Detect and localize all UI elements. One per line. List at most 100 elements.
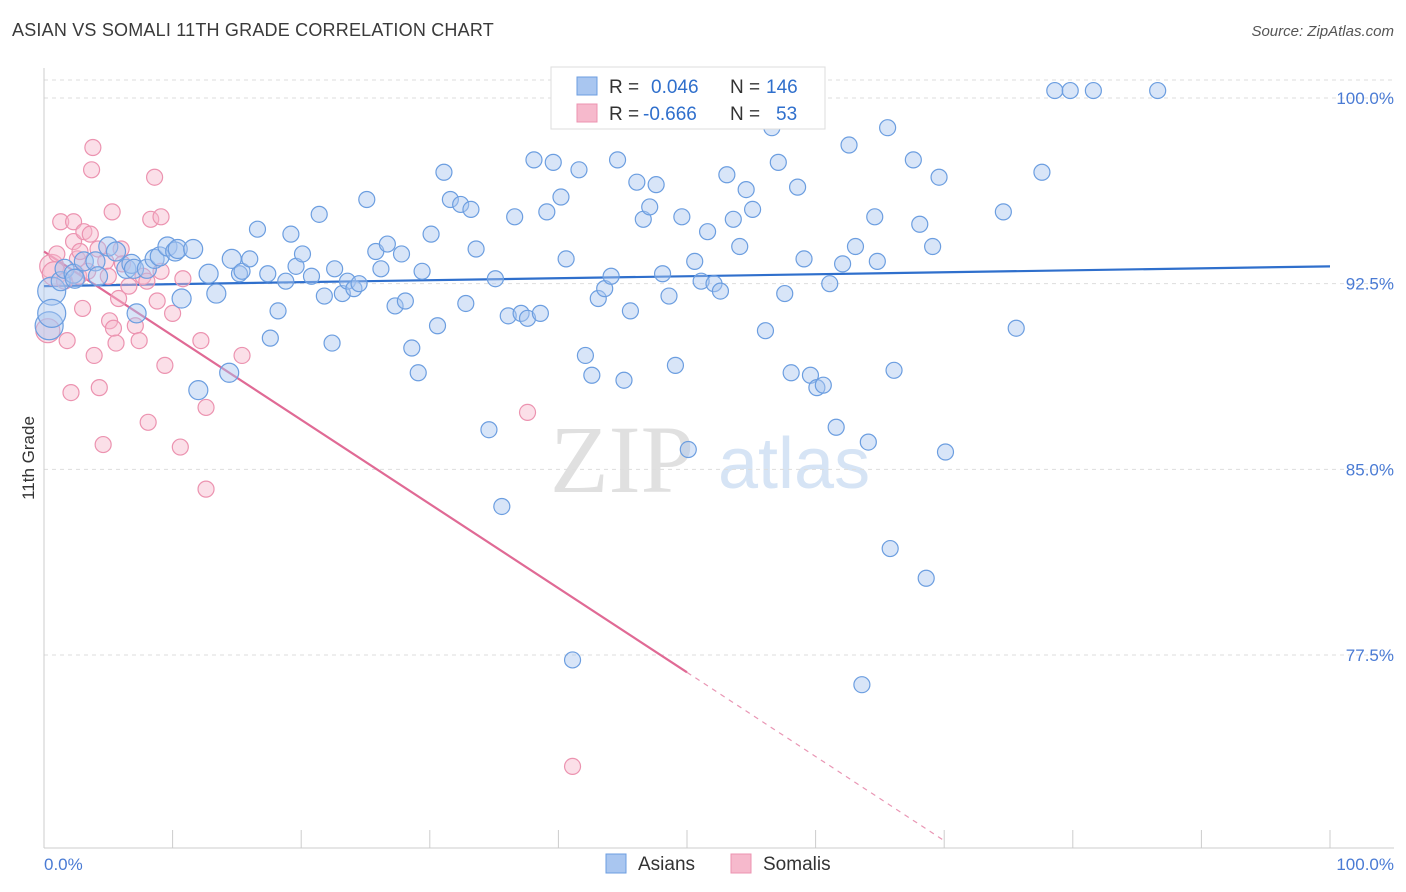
- asian-point: [467, 240, 485, 258]
- asian-point: [144, 248, 165, 270]
- somali-point: [518, 403, 537, 421]
- somali-point: [97, 252, 115, 270]
- asian-points: [34, 81, 1167, 694]
- asian-point: [358, 190, 376, 209]
- asian-point: [552, 188, 570, 206]
- asian-r-label: R =: [609, 77, 639, 98]
- asian-point: [1033, 163, 1051, 181]
- asian-point: [248, 220, 267, 238]
- y-tick-label: 92.5%: [1346, 275, 1394, 294]
- trend-lines: [43, 250, 1331, 842]
- asian-point: [392, 245, 411, 263]
- somali-point: [90, 379, 108, 397]
- asian-point: [904, 151, 922, 169]
- asian-point: [219, 362, 240, 383]
- asian-point: [846, 237, 865, 256]
- asian-point: [403, 339, 421, 357]
- stats-legend: R = 0.046 N = 146 R = -0.666 N = 53: [550, 66, 826, 130]
- y-tick-label: 85.0%: [1346, 460, 1394, 479]
- asian-point: [731, 237, 749, 256]
- somali-point: [152, 208, 170, 226]
- asian-point: [188, 380, 209, 401]
- asian-point: [230, 265, 249, 283]
- asian-point: [641, 198, 659, 216]
- asian-point: [531, 304, 549, 322]
- asian-point: [378, 235, 396, 253]
- asian-point: [557, 250, 575, 268]
- chart-title: ASIAN VS SOMALI 11TH GRADE CORRELATION C…: [12, 20, 494, 40]
- asian-point: [422, 225, 440, 243]
- asian-point: [756, 322, 775, 340]
- asian-point: [428, 317, 447, 335]
- asian-point: [241, 250, 259, 268]
- asian-point: [480, 421, 498, 439]
- asian-n-label: N =: [730, 77, 760, 98]
- asian-point: [1046, 81, 1064, 100]
- somali-point: [104, 319, 123, 337]
- somali-point: [563, 757, 582, 776]
- asian-point: [413, 262, 431, 280]
- asian-point: [885, 361, 903, 379]
- somali-point: [62, 383, 80, 402]
- asian-point: [37, 298, 67, 328]
- asian-point: [621, 302, 640, 320]
- asian-point: [686, 252, 704, 270]
- asian-point: [259, 265, 277, 283]
- somali-point: [120, 277, 138, 295]
- asian-point: [827, 418, 845, 436]
- asian-point: [840, 136, 858, 154]
- asian-point: [435, 163, 453, 181]
- asian-point: [457, 294, 475, 313]
- asian-point: [34, 311, 64, 341]
- somali-point: [84, 138, 102, 157]
- gridlines: [44, 79, 1394, 656]
- asian-point: [409, 364, 427, 382]
- asian-point: [183, 238, 204, 260]
- somali-point: [64, 213, 83, 231]
- legend-somalis-label: Somalis: [763, 854, 831, 875]
- somali-point: [164, 304, 182, 322]
- somali-point: [156, 356, 174, 374]
- y-axis-title: 11th Grade: [19, 416, 38, 500]
- asian-point: [126, 303, 147, 324]
- asian-point: [853, 676, 871, 694]
- asian-point: [782, 364, 800, 382]
- legend-asians-label: Asians: [638, 854, 695, 875]
- asian-point: [576, 346, 595, 365]
- asian-point: [1061, 81, 1079, 100]
- asian-point: [615, 371, 633, 389]
- somali-point: [139, 413, 157, 431]
- asian-swatch: [576, 76, 598, 96]
- asian-point: [105, 241, 127, 262]
- asian-point: [269, 302, 287, 320]
- asian-point: [788, 178, 807, 196]
- x-ticks: [43, 830, 1331, 848]
- asian-n-value: 146: [766, 77, 798, 98]
- asian-point: [859, 433, 877, 451]
- asian-point: [821, 275, 839, 293]
- somali-n-label: N =: [730, 104, 760, 125]
- x-tick-label-min: 0.0%: [44, 855, 83, 874]
- somali-point: [171, 438, 189, 456]
- somali-point: [152, 262, 170, 280]
- somali-point: [81, 225, 99, 243]
- asian-point: [544, 153, 562, 171]
- asian-point: [647, 176, 665, 194]
- asian-point: [506, 208, 524, 226]
- somali-point: [107, 334, 125, 352]
- asian-point: [608, 151, 627, 169]
- somali-point: [233, 346, 251, 365]
- somali-point: [142, 210, 160, 228]
- somali-points: [35, 138, 582, 776]
- asian-point: [518, 309, 537, 327]
- asian-point: [302, 267, 321, 285]
- asian-point: [698, 223, 717, 241]
- asian-point: [924, 237, 942, 256]
- somali-r-label: R =: [609, 104, 639, 125]
- somali-point: [85, 346, 103, 365]
- asian-point: [462, 200, 480, 218]
- asian-point: [310, 205, 328, 223]
- watermark-zip: ZIP: [550, 406, 694, 513]
- asian-point: [452, 195, 470, 214]
- asian-point: [769, 153, 787, 171]
